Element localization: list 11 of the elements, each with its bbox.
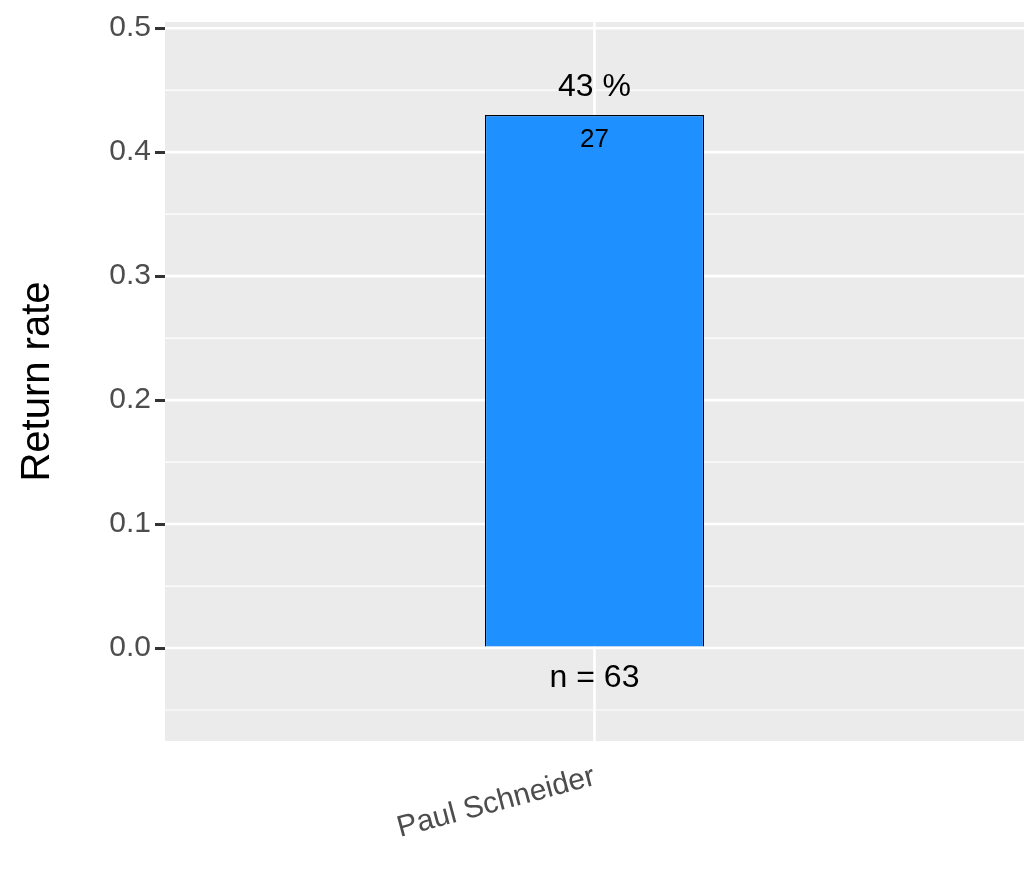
y-tick-label: 0.0 <box>109 629 151 663</box>
y-tick-label: 0.3 <box>109 257 151 291</box>
y-tick-label: 0.1 <box>109 505 151 539</box>
annotation: 27 <box>580 123 609 154</box>
y-tick-label: 0.2 <box>109 381 151 415</box>
y-axis-title: Return rate <box>13 281 58 482</box>
x-tick-label: Paul Schneider <box>393 758 599 843</box>
data-label: 43 % <box>558 66 631 103</box>
y-tick-label: 0.5 <box>109 9 151 43</box>
annotation: n = 63 <box>549 657 640 694</box>
y-tick-label: 0.4 <box>109 133 151 167</box>
